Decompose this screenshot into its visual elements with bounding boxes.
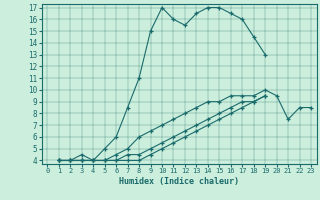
X-axis label: Humidex (Indice chaleur): Humidex (Indice chaleur)	[119, 177, 239, 186]
